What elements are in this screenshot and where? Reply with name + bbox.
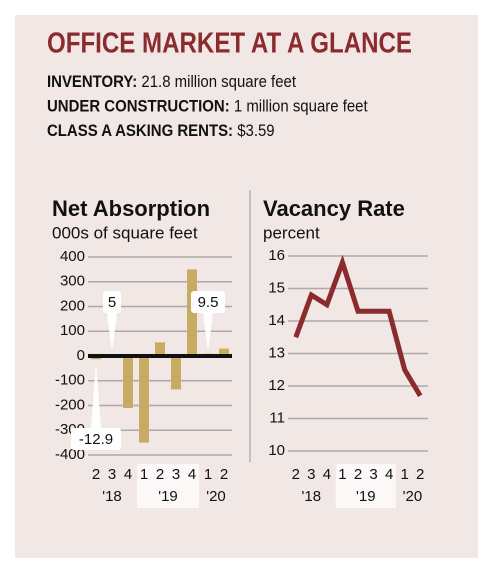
callout-box: [103, 291, 121, 313]
y-tick-label: 16: [268, 247, 285, 264]
y-tick-label: 11: [269, 409, 285, 426]
bar: [123, 356, 133, 408]
panel: [15, 15, 478, 558]
fact-line: CLASS A ASKING RENTS: $3.59: [47, 123, 275, 141]
data-label: -12.9: [79, 431, 113, 448]
x-tick-label: 2: [156, 466, 164, 483]
bar: [171, 356, 181, 390]
data-label: 9.5: [198, 294, 219, 311]
fact-label: UNDER CONSTRUCTION:: [47, 98, 230, 116]
title: OFFICE MARKET AT A GLANCE: [47, 28, 412, 60]
x-group-label: '19: [356, 488, 376, 505]
x-tick-label: 4: [323, 466, 331, 483]
x-tick-label: 1: [400, 466, 408, 483]
x-group-label: '18: [102, 488, 122, 505]
x-tick-label: 1: [204, 466, 212, 483]
group-highlight: [137, 464, 199, 508]
y-tick-label: 12: [268, 377, 285, 394]
y-tick-label: 15: [268, 279, 285, 296]
y-tick-label: 400: [60, 248, 85, 265]
bar: [155, 342, 165, 356]
x-group-label: '18: [302, 488, 322, 505]
x-tick-label: 2: [292, 466, 300, 483]
callout: [91, 362, 101, 428]
x-tick-label: 4: [385, 466, 393, 483]
fact: INVENTORY: 21.8 million square feet: [47, 74, 296, 92]
bar: [139, 356, 149, 443]
x-tick-label: 2: [220, 466, 228, 483]
x-tick-label: 3: [172, 466, 180, 483]
fact-line: INVENTORY: 21.8 million square feet: [47, 74, 296, 92]
y-tick-label: 100: [60, 322, 85, 339]
y-tick-label: 0: [77, 347, 85, 364]
x-tick-label: 3: [108, 466, 116, 483]
chart-subtitle: 000s of square feet: [52, 223, 198, 242]
x-tick-label: 2: [92, 466, 100, 483]
y-tick-label: 300: [60, 273, 85, 290]
bar: [187, 269, 197, 356]
x-group-label: '20: [206, 488, 226, 505]
x-tick-label: 4: [188, 466, 196, 483]
fact: UNDER CONSTRUCTION: 1 million square fee…: [47, 98, 368, 116]
x-tick-label: 3: [307, 466, 315, 483]
chart-title: Net Absorption: [52, 196, 210, 221]
callout: [203, 313, 213, 351]
callout-box: [71, 428, 121, 450]
fact-value: 1 million square feet: [234, 98, 368, 116]
fact-line: UNDER CONSTRUCTION: 1 million square fee…: [47, 98, 368, 116]
x-tick-label: 2: [416, 466, 424, 483]
chart-title: Vacancy Rate: [263, 196, 405, 221]
y-tick-label: 200: [60, 297, 85, 314]
x-tick-label: 1: [140, 466, 148, 483]
fact-label: INVENTORY:: [47, 74, 137, 92]
fact-value: 21.8 million square feet: [141, 74, 296, 92]
y-tick-label: -200: [55, 396, 85, 413]
y-tick-label: 13: [268, 344, 285, 361]
x-group-label: '19: [158, 488, 178, 505]
callout-box: [191, 291, 225, 313]
fact-label: CLASS A ASKING RENTS:: [47, 123, 233, 141]
fact: CLASS A ASKING RENTS: $3.59: [47, 123, 275, 141]
group-highlight: [335, 464, 396, 508]
data-label: 5: [108, 294, 116, 311]
bar: [219, 348, 229, 356]
x-tick-label: 2: [354, 466, 362, 483]
fact-value: $3.59: [237, 123, 275, 141]
facts: INVENTORY: 21.8 million square feet UNDER…: [47, 74, 368, 141]
y-tick-label: -400: [55, 446, 85, 463]
y-tick-label: -100: [55, 372, 85, 389]
x-tick-label: 1: [338, 466, 346, 483]
y-tick-label: 14: [268, 312, 285, 329]
x-tick-label: 3: [369, 466, 377, 483]
x-group-label: '20: [403, 488, 423, 505]
line: [293, 254, 423, 398]
chart-subtitle: percent: [263, 223, 320, 242]
y-tick-label: 10: [268, 442, 285, 459]
callout: [107, 313, 117, 352]
x-tick-label: 4: [124, 466, 132, 483]
